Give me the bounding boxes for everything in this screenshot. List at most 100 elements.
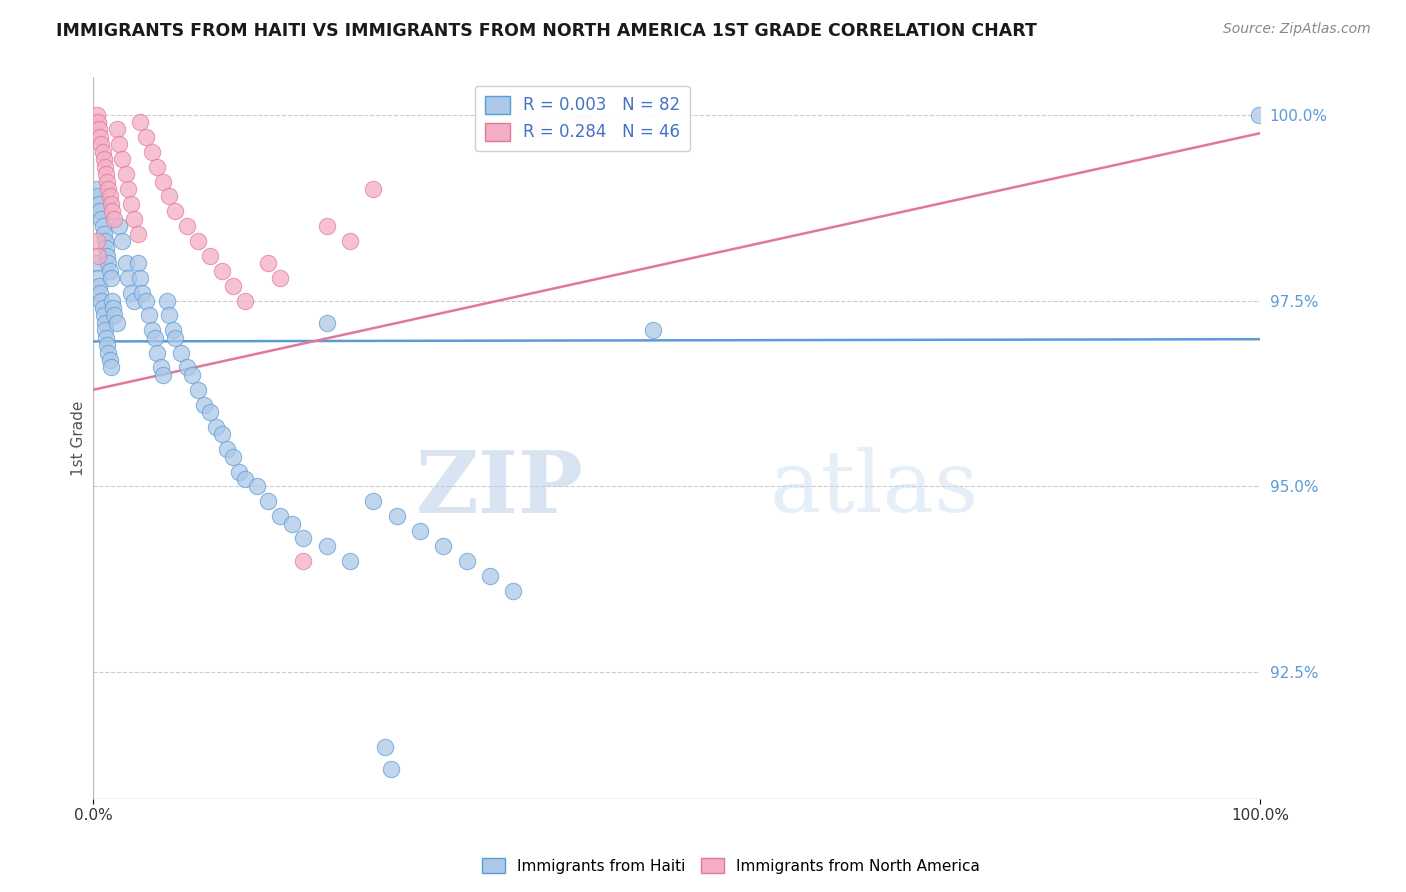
Point	[89, 286, 111, 301]
Point	[315, 219, 337, 234]
Point	[257, 256, 280, 270]
Point	[87, 271, 110, 285]
Point	[233, 472, 256, 486]
Point	[111, 153, 134, 167]
Point	[193, 398, 215, 412]
Point	[135, 293, 157, 308]
Point	[222, 450, 245, 464]
Point	[141, 323, 163, 337]
Text: Source: ZipAtlas.com: Source: ZipAtlas.com	[1223, 22, 1371, 37]
Point	[1247, 107, 1270, 121]
Point	[94, 316, 117, 330]
Point	[361, 494, 384, 508]
Point	[103, 309, 125, 323]
Point	[152, 368, 174, 382]
Point	[117, 182, 139, 196]
Point	[269, 271, 291, 285]
Point	[127, 256, 149, 270]
Point	[163, 204, 186, 219]
Point	[211, 264, 233, 278]
Point	[101, 301, 124, 315]
Text: ZIP: ZIP	[416, 447, 583, 531]
Legend: Immigrants from Haiti, Immigrants from North America: Immigrants from Haiti, Immigrants from N…	[477, 852, 986, 880]
Point	[380, 762, 402, 776]
Point	[339, 554, 361, 568]
Point	[643, 323, 665, 337]
Point	[122, 211, 145, 226]
Point	[87, 122, 110, 136]
Point	[86, 234, 108, 248]
Point	[409, 524, 432, 538]
Point	[90, 137, 112, 152]
Point	[100, 360, 122, 375]
Point	[98, 353, 121, 368]
Point	[478, 568, 501, 582]
Point	[131, 286, 153, 301]
Point	[292, 532, 315, 546]
Point	[198, 405, 221, 419]
Point	[156, 293, 179, 308]
Y-axis label: 1st Grade: 1st Grade	[72, 401, 86, 475]
Point	[86, 107, 108, 121]
Point	[94, 167, 117, 181]
Point	[86, 256, 108, 270]
Point	[315, 316, 337, 330]
Point	[97, 256, 120, 270]
Point	[502, 583, 524, 598]
Point	[245, 479, 267, 493]
Point	[432, 539, 454, 553]
Point	[157, 189, 180, 203]
Point	[181, 368, 204, 382]
Point	[100, 197, 122, 211]
Point	[141, 145, 163, 159]
Point	[91, 145, 114, 159]
Point	[89, 204, 111, 219]
Point	[96, 338, 118, 352]
Point	[280, 516, 302, 531]
Point	[87, 278, 110, 293]
Point	[128, 271, 150, 285]
Point	[120, 197, 142, 211]
Point	[120, 286, 142, 301]
Point	[87, 197, 110, 211]
Point	[233, 293, 256, 308]
Point	[90, 211, 112, 226]
Point	[91, 219, 114, 234]
Point	[138, 309, 160, 323]
Point	[94, 331, 117, 345]
Point	[526, 122, 548, 136]
Point	[103, 211, 125, 226]
Point	[94, 160, 117, 174]
Point	[135, 130, 157, 145]
Point	[146, 160, 169, 174]
Point	[97, 182, 120, 196]
Point	[100, 271, 122, 285]
Point	[385, 509, 408, 524]
Point	[93, 227, 115, 241]
Point	[94, 234, 117, 248]
Point	[572, 115, 595, 129]
Point	[222, 278, 245, 293]
Point	[98, 264, 121, 278]
Point	[97, 345, 120, 359]
Point	[101, 204, 124, 219]
Point	[361, 182, 384, 196]
Point	[128, 115, 150, 129]
Point	[157, 309, 180, 323]
Point	[339, 234, 361, 248]
Point	[143, 331, 166, 345]
Point	[187, 383, 209, 397]
Point	[108, 137, 131, 152]
Point	[89, 130, 111, 145]
Point	[176, 360, 198, 375]
Point	[292, 554, 315, 568]
Point	[115, 167, 138, 181]
Point	[374, 739, 396, 754]
Point	[94, 242, 117, 256]
Point	[315, 539, 337, 553]
Point	[105, 122, 128, 136]
Point	[93, 153, 115, 167]
Text: IMMIGRANTS FROM HAITI VS IMMIGRANTS FROM NORTH AMERICA 1ST GRADE CORRELATION CHA: IMMIGRANTS FROM HAITI VS IMMIGRANTS FROM…	[56, 22, 1038, 40]
Point	[170, 345, 193, 359]
Point	[149, 360, 172, 375]
